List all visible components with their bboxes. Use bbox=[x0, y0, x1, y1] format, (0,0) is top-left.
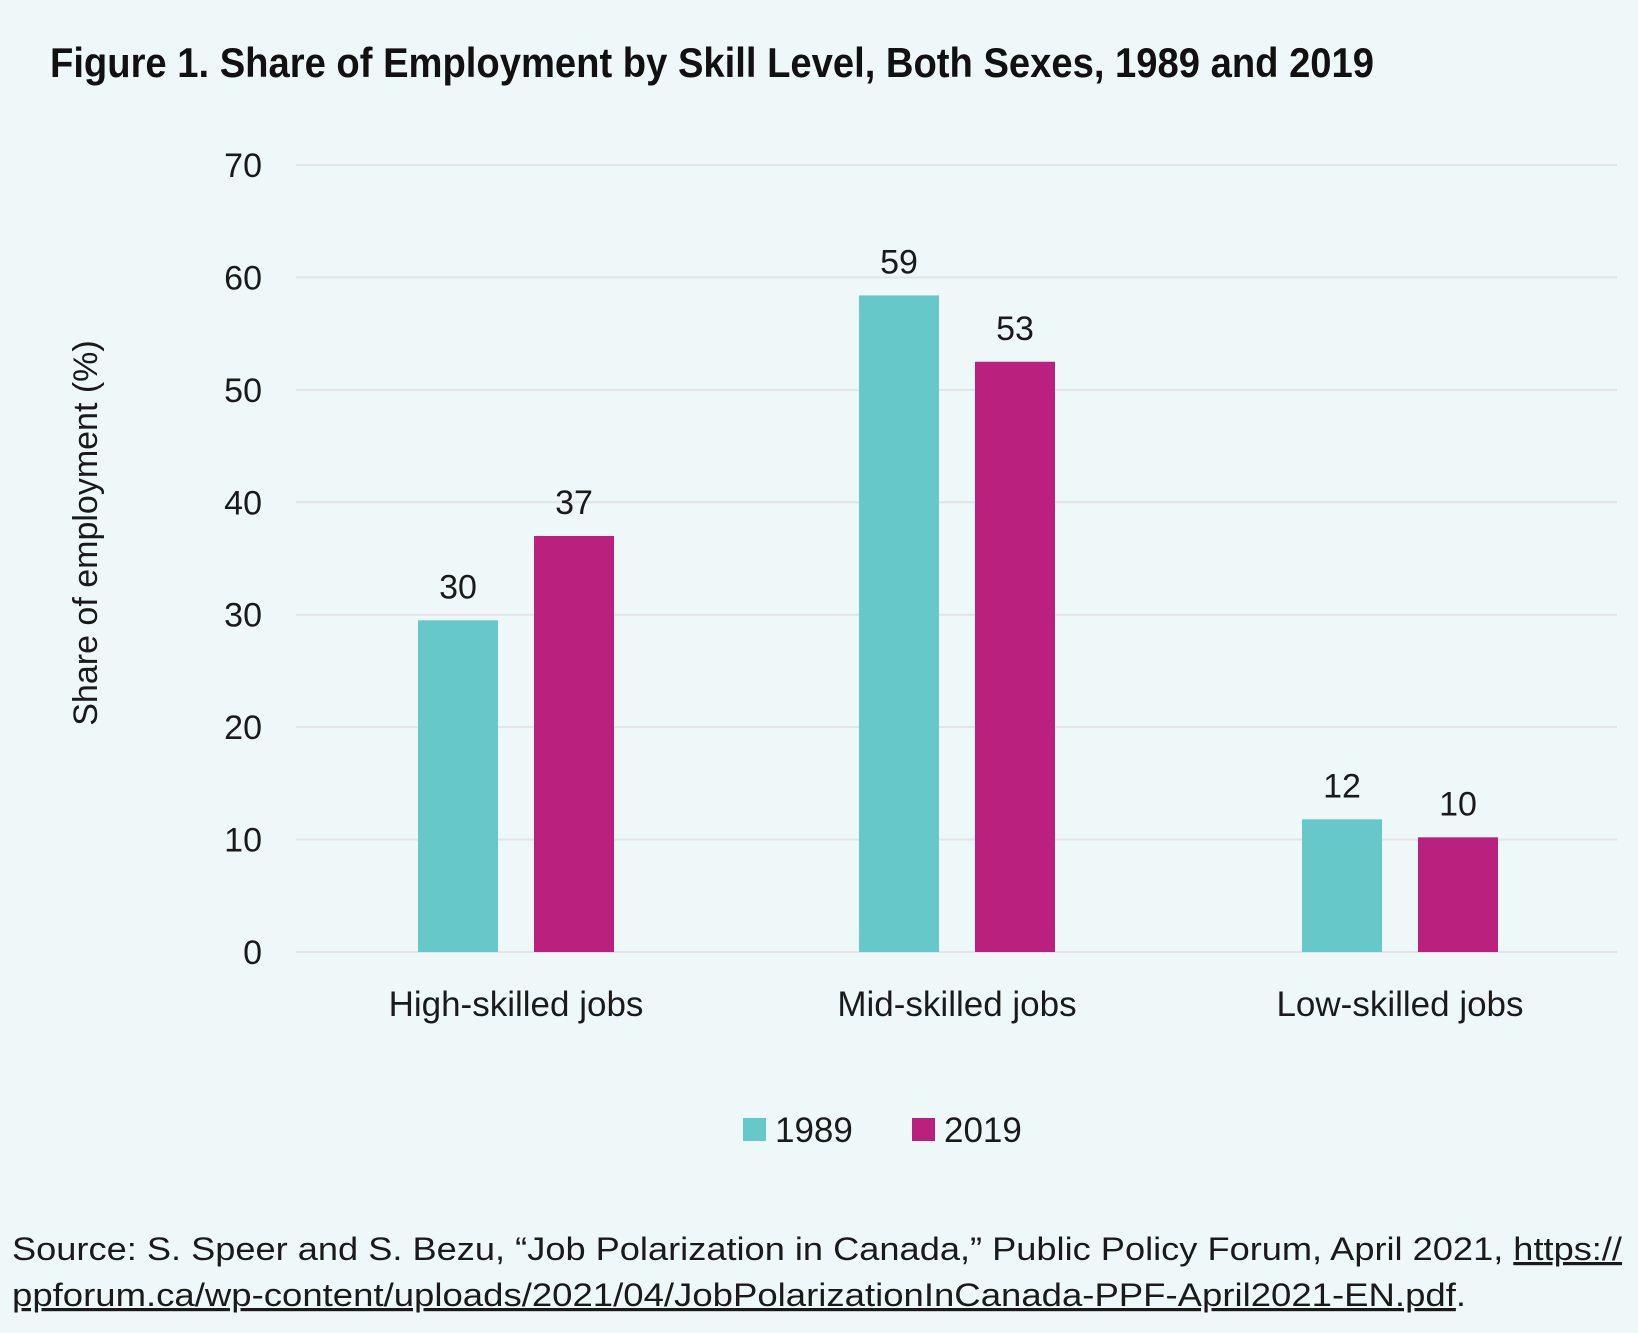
y-tick-label: 50 bbox=[224, 372, 262, 410]
y-tick-label: 30 bbox=[224, 597, 262, 635]
bar-2019 bbox=[1418, 837, 1498, 952]
legend-swatch-2019 bbox=[912, 1118, 935, 1141]
data-label: 53 bbox=[996, 310, 1034, 348]
data-label: 30 bbox=[439, 568, 477, 606]
legend: 1989 2019 bbox=[743, 1111, 1022, 1150]
bar-1989 bbox=[859, 295, 939, 953]
bar-2019 bbox=[534, 536, 614, 952]
category-labels: High-skilled jobs Mid-skilled jobs Low-ski… bbox=[389, 985, 1524, 1024]
legend-label-1989: 1989 bbox=[775, 1111, 853, 1150]
y-tick-label: 40 bbox=[224, 484, 262, 522]
bar-1989 bbox=[418, 620, 498, 952]
legend-label-2019: 2019 bbox=[944, 1111, 1022, 1150]
source-link-part-1[interactable]: https:// bbox=[1513, 1231, 1622, 1267]
y-axis-ticks: 0 10 20 30 40 50 60 70 bbox=[224, 147, 262, 972]
bar-2019 bbox=[975, 361, 1055, 952]
y-tick-label: 20 bbox=[224, 709, 262, 747]
source-link-part-2[interactable]: ppforum.ca/wp-content/uploads/2021/04/Jo… bbox=[12, 1277, 1456, 1313]
chart-title: Figure 1. Share of Employment by Skill L… bbox=[50, 39, 1374, 86]
category-label: Mid-skilled jobs bbox=[837, 985, 1076, 1024]
data-label: 59 bbox=[880, 243, 918, 281]
source-suffix: . bbox=[1456, 1277, 1466, 1313]
data-label: 37 bbox=[555, 484, 593, 522]
bars: 30 37 59 53 12 10 bbox=[418, 243, 1498, 953]
y-tick-label: 60 bbox=[224, 259, 262, 297]
legend-swatch-1989 bbox=[743, 1118, 766, 1141]
y-axis-label: Share of employment (%) bbox=[67, 340, 105, 726]
data-label: 12 bbox=[1323, 767, 1361, 805]
source-prefix: Source: S. Speer and S. Bezu, “Job Polar… bbox=[12, 1231, 1513, 1267]
gridlines bbox=[296, 164, 1617, 953]
data-label: 10 bbox=[1439, 785, 1477, 823]
source-line-2: ppforum.ca/wp-content/uploads/2021/04/Jo… bbox=[12, 1277, 1466, 1313]
category-label: High-skilled jobs bbox=[389, 985, 644, 1024]
y-tick-label: 0 bbox=[243, 934, 262, 972]
y-tick-label: 10 bbox=[224, 822, 262, 860]
category-label: Low-skilled jobs bbox=[1276, 985, 1523, 1024]
y-tick-label: 70 bbox=[224, 147, 262, 185]
source-line-1: Source: S. Speer and S. Bezu, “Job Polar… bbox=[12, 1231, 1622, 1267]
bar-1989 bbox=[1302, 819, 1382, 952]
